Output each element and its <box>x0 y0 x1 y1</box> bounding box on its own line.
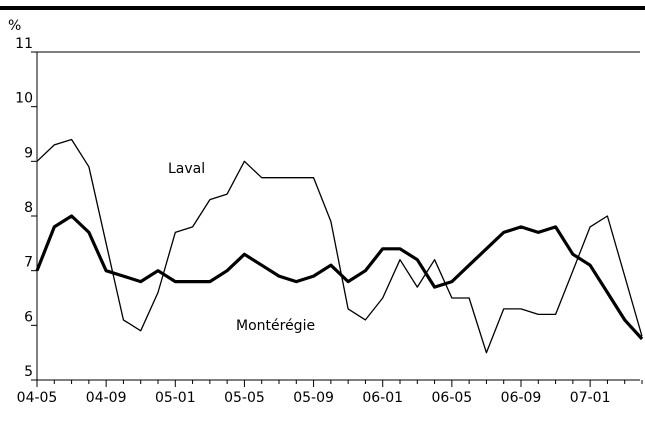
x-tick-label: 04-05 <box>17 390 58 406</box>
series-line <box>35 214 644 341</box>
y-tick-label: 8 <box>24 200 33 216</box>
x-tick-label: 05-09 <box>293 390 334 406</box>
series-line <box>36 138 643 354</box>
series-label: Laval <box>168 161 205 177</box>
top-rule <box>0 6 645 10</box>
y-tick-label: 11 <box>15 36 33 52</box>
y-tick-label: 9 <box>24 145 33 161</box>
x-tick-label: 06-01 <box>362 390 403 406</box>
y-tick-label: 7 <box>24 255 33 271</box>
x-tick-label: 05-01 <box>155 390 196 406</box>
y-tick-label: 10 <box>15 91 33 107</box>
series-label: Montérégie <box>236 318 315 334</box>
x-tick-label: 06-09 <box>501 390 542 406</box>
x-tick-label: 05-05 <box>224 390 265 406</box>
x-tick-label: 04-09 <box>86 390 127 406</box>
x-tick-label: 07-01 <box>570 390 611 406</box>
y-axis-label: % <box>8 18 21 34</box>
y-tick-label: 5 <box>24 364 33 380</box>
y-tick-label: 6 <box>24 309 33 325</box>
x-tick-label: 06-05 <box>432 390 473 406</box>
